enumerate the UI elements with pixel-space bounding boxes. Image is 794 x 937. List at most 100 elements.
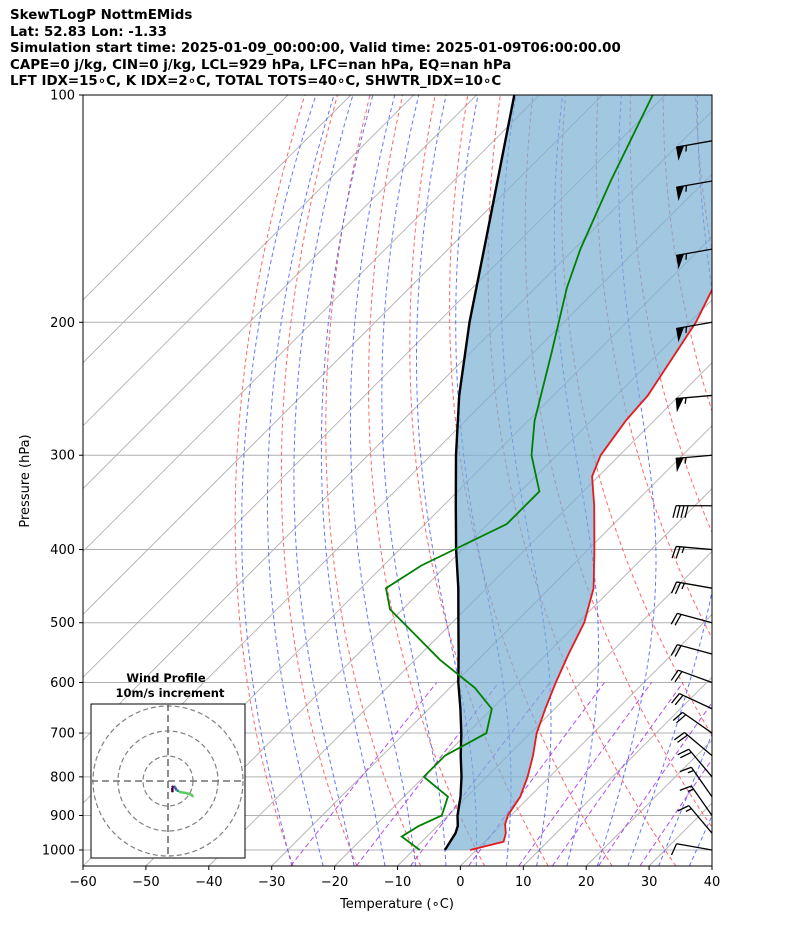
barb-staff [682,711,713,734]
hodograph-segment [171,785,175,789]
barb-staff [688,805,713,834]
barb-full [684,505,689,518]
barb-staff [684,732,713,757]
hodograph-segment [174,787,178,790]
wind-barb [670,669,713,684]
x-tick-label: −50 [132,875,159,890]
stability-params: CAPE=0 j/kg, CIN=0 j/kg, LCL=929 hPa, LF… [10,57,512,73]
isotherm-line [522,676,712,866]
station-title: SkewTLogP NottmEMids [10,8,193,23]
moist-adiabat [293,95,355,866]
barb-staff [676,843,713,851]
inset-plot [91,704,245,858]
y-tick-label: 1000 [42,844,75,859]
y-tick-label: 600 [50,676,75,691]
barb-full [674,671,683,683]
wind-barb [675,394,713,413]
moist-adiabat [416,95,477,866]
barb-half [681,546,685,554]
barb-full [674,732,685,741]
barb-full [680,751,692,759]
barb-full [671,693,680,704]
x-tick-label: 30 [641,875,658,890]
y-tick-label: 900 [50,809,75,824]
hodograph-segment [172,785,176,789]
x-tick-label: −40 [195,875,222,890]
mixing-ratio-line [355,682,500,866]
mixing-ratio-line [468,682,605,866]
barb-staff [690,785,713,816]
barb-half [684,457,687,464]
barb-staff [676,545,713,551]
dry-adiabat [761,95,794,866]
barb-full [676,714,687,724]
barb-full [675,546,681,559]
data-layer [385,95,712,851]
y-tick-label: 300 [50,449,75,464]
mixing-ratio-line [597,701,712,866]
dry-adiabat [409,95,549,866]
barb-half [687,769,694,774]
x-tick-label: 10 [515,875,532,890]
dry-adiabat [728,95,794,866]
barb-half [684,397,687,404]
x-tick-label: −10 [384,875,411,890]
barb-flag [675,145,685,161]
barb-full [680,505,685,518]
mixing-ratio-line [290,682,438,866]
y-tick-label: 700 [50,727,75,742]
parcel-profile-line [443,95,516,851]
x-tick-label: 0 [456,875,464,890]
isotherm-line [208,362,712,866]
isotherm-line [271,425,712,866]
barb-full [674,694,684,706]
barb-half [687,788,694,793]
hodograph-segment [185,791,194,797]
barb-staff [690,766,713,798]
isotherm-line [460,613,712,866]
barb-staff [688,748,713,778]
dry-adiabat [280,95,358,866]
wind-barb [679,785,713,816]
dry-adiabat [629,95,712,534]
barb-full [676,505,681,518]
wind-barb [675,454,713,473]
y-tick-label: 800 [50,770,75,785]
hodograph-segment [179,790,187,795]
moist-adiabat [349,95,416,866]
barb-full [679,785,692,791]
barb-staff [676,581,713,589]
x-tick-label: −30 [258,875,285,890]
y-axis-label: Pressure (hPa) [18,434,33,527]
wind-profile-inset: Wind Profile 10m/s increment [90,671,246,859]
isotherm-line [83,95,540,553]
barb-full [672,711,683,722]
barb-staff [677,612,713,624]
barb-full [674,614,682,626]
isotherm-line [83,95,289,301]
barb-flag [675,397,684,413]
barb-flag [675,185,685,202]
barb-flag [675,253,685,270]
mixing-ratio-line [639,758,712,866]
moist-adiabat [267,95,335,866]
moist-adiabat [658,732,712,866]
wind-barb [677,748,713,778]
chart-header: SkewTLogP NottmEMids Lat: 52.83 Lon: -1.… [10,8,621,91]
barb-half [681,583,686,590]
barb-half [685,808,692,812]
isotherm-line [83,95,415,427]
cape-cin-shading [444,95,712,850]
wind-barb [675,180,713,202]
wind-barb [670,612,713,626]
wind-barb [675,248,713,270]
barb-staff [677,644,713,655]
inset-title: Wind Profile [126,671,206,685]
barb-full [670,669,679,681]
y-tick-label: 200 [50,316,75,331]
wind-barb [670,843,713,856]
moist-adiabat [596,95,657,866]
y-tick-label: 100 [50,89,75,104]
x-axis-label: Temperature (∘C) [339,897,454,912]
